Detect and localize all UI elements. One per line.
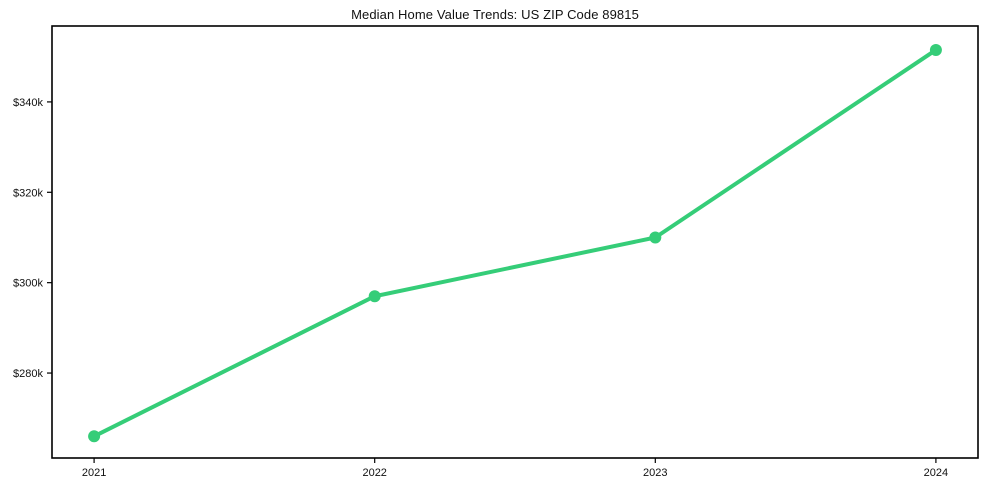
x-tick-label: 2021 <box>82 467 106 479</box>
data-point-marker <box>649 231 662 244</box>
data-point-marker <box>88 430 101 443</box>
y-tick-label: $280k <box>13 368 43 380</box>
x-tick-label: 2023 <box>643 467 667 479</box>
series-line <box>92 47 938 439</box>
chart-title: Median Home Value Trends: US ZIP Code 89… <box>351 7 639 22</box>
x-tick-label: 2024 <box>924 467 948 479</box>
data-point-marker <box>929 43 942 56</box>
data-point-marker <box>368 290 381 303</box>
y-tick-label: $300k <box>13 278 43 290</box>
x-tick-label: 2022 <box>362 467 386 479</box>
y-tick-label: $320k <box>13 187 43 199</box>
axes-frame <box>51 25 979 459</box>
y-tick-label: $340k <box>13 97 43 109</box>
